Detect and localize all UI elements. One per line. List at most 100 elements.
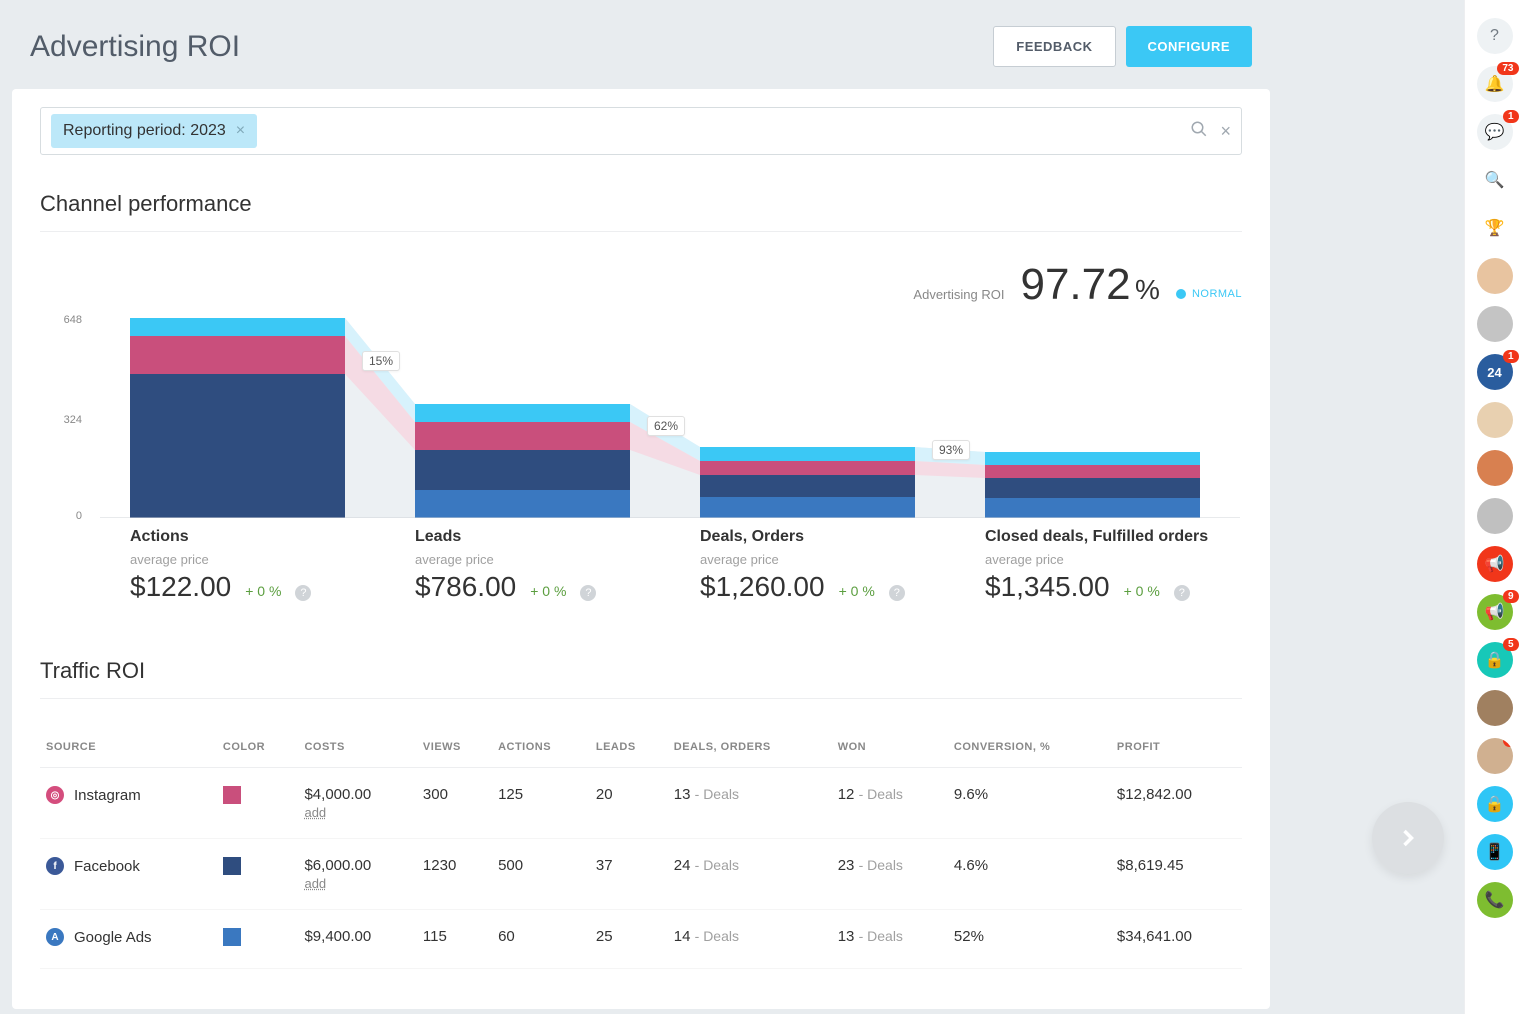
roi-summary: Advertising ROI 97.72 % NORMAL [40, 260, 1242, 310]
source-cell: ◎ Instagram [46, 786, 211, 804]
views-value: 115 [417, 910, 492, 969]
filter-chip-remove-icon[interactable]: × [236, 122, 245, 140]
won-value: 12 [838, 786, 855, 803]
add-cost-link[interactable]: add [304, 876, 410, 891]
table-header: LEADS [590, 727, 668, 768]
table-row[interactable]: A Google Ads $9,400.00 115 60 25 14 - De… [40, 910, 1242, 969]
filter-bar[interactable]: Reporting period: 2023 × × [40, 107, 1242, 155]
roi-value: 97.72 [1020, 260, 1130, 309]
help-icon[interactable]: ? [1174, 585, 1190, 601]
deals-suffix: - Deals [859, 857, 903, 873]
conversion-value: 52% [948, 910, 1111, 969]
help-icon[interactable]: ? [295, 585, 311, 601]
stage-price: $1,260.00 [700, 571, 825, 603]
help-icon[interactable]: ? [580, 585, 596, 601]
leads-value: 20 [590, 768, 668, 839]
stage-title: Closed deals, Fulfilled orders [985, 528, 1240, 546]
won-value: 23 [838, 857, 855, 874]
right-rail: ? 🔔73 💬1 🔍 🏆 241 📢 📢9 🔒5 1 🔒 📱 📞 [1464, 0, 1524, 1014]
source-cell: A Google Ads [46, 928, 211, 946]
rail-badge: 1 [1503, 738, 1513, 747]
deals-suffix: - Deals [859, 928, 903, 944]
table-header: VIEWS [417, 727, 492, 768]
table-header: ACTIONS [492, 727, 590, 768]
avatar-6[interactable] [1477, 690, 1513, 726]
funnel-transition-badge: 15% [362, 351, 400, 371]
mobile-icon[interactable]: 📱 [1477, 834, 1513, 870]
profit-value: $8,619.45 [1111, 839, 1242, 910]
stage-change: + 0 % [530, 583, 566, 599]
roi-status-dot-icon [1176, 289, 1186, 299]
filter-chip-period[interactable]: Reporting period: 2023 × [51, 114, 257, 148]
views-value: 1230 [417, 839, 492, 910]
table-header: COSTS [298, 727, 416, 768]
chat-icon[interactable]: 💬1 [1477, 114, 1513, 150]
clear-filter-icon[interactable]: × [1220, 121, 1231, 142]
table-header: DEALS, ORDERS [668, 727, 832, 768]
roi-label: Advertising ROI [913, 287, 1004, 302]
page-header: Advertising ROI FEEDBACK CONFIGURE [8, 8, 1274, 89]
avatar-1[interactable] [1477, 258, 1513, 294]
conversion-value: 4.6% [948, 839, 1111, 910]
stage-subtitle: average price [985, 552, 1240, 567]
rail-badge: 9 [1503, 590, 1519, 603]
stage-change: + 0 % [245, 583, 281, 599]
avatar-3[interactable] [1477, 402, 1513, 438]
stage-subtitle: average price [415, 552, 670, 567]
deals-suffix: - Deals [695, 857, 739, 873]
ytick-mid: 324 [64, 414, 82, 426]
funnel-stage-column: Leads average price $786.00 + 0 % ? [385, 528, 670, 603]
deals-suffix: - Deals [695, 928, 739, 944]
stage-subtitle: average price [130, 552, 385, 567]
search-icon[interactable]: 🔍 [1477, 162, 1513, 198]
help-icon[interactable]: ? [1477, 18, 1513, 54]
megaphone-1-icon[interactable]: 📢 [1477, 546, 1513, 582]
lock-2-icon[interactable]: 🔒 [1477, 786, 1513, 822]
phone-icon[interactable]: 📞 [1477, 882, 1513, 918]
source-cell: f Facebook [46, 857, 211, 875]
conversion-value: 9.6% [948, 768, 1111, 839]
bell-icon[interactable]: 🔔73 [1477, 66, 1513, 102]
avatar-2[interactable] [1477, 306, 1513, 342]
deals-value: 14 [674, 928, 691, 945]
actions-value: 125 [492, 768, 590, 839]
add-cost-link[interactable]: add [304, 805, 410, 820]
views-value: 300 [417, 768, 492, 839]
source-name: Google Ads [74, 929, 152, 946]
badge-24[interactable]: 241 [1477, 354, 1513, 390]
roi-status: NORMAL [1176, 288, 1242, 300]
table-row[interactable]: ◎ Instagram $4,000.00add 300 125 20 13 -… [40, 768, 1242, 839]
help-icon[interactable]: ? [889, 585, 905, 601]
page-title: Advertising ROI [30, 30, 240, 64]
table-row[interactable]: f Facebook $6,000.00add 1230 500 37 24 -… [40, 839, 1242, 910]
stage-change: + 0 % [1124, 583, 1160, 599]
rail-badge: 5 [1503, 638, 1519, 651]
deals-suffix: - Deals [859, 786, 903, 802]
table-header: COLOR [217, 727, 299, 768]
configure-button[interactable]: CONFIGURE [1126, 26, 1253, 67]
profit-value: $34,641.00 [1111, 910, 1242, 969]
actions-value: 60 [492, 910, 590, 969]
rail-badge: 73 [1497, 62, 1518, 75]
next-fab[interactable] [1372, 802, 1444, 874]
megaphone-2-icon[interactable]: 📢9 [1477, 594, 1513, 630]
funnel-stage-column: Actions average price $122.00 + 0 % ? [100, 528, 385, 603]
costs-value: $9,400.00 [304, 928, 371, 945]
feedback-button[interactable]: FEEDBACK [993, 26, 1115, 67]
trophy-icon[interactable]: 🏆 [1477, 210, 1513, 246]
table-header: WON [832, 727, 948, 768]
won-value: 13 [838, 928, 855, 945]
search-icon[interactable] [1190, 120, 1208, 143]
funnel-stage-column: Closed deals, Fulfilled orders average p… [955, 528, 1240, 603]
costs-value: $4,000.00 [304, 786, 371, 803]
stage-change: + 0 % [839, 583, 875, 599]
section-title-channel: Channel performance [40, 191, 1242, 232]
lock-1-icon[interactable]: 🔒5 [1477, 642, 1513, 678]
table-header: PROFIT [1111, 727, 1242, 768]
avatar-7[interactable]: 1 [1477, 738, 1513, 774]
stage-price: $1,345.00 [985, 571, 1110, 603]
avatar-4[interactable] [1477, 450, 1513, 486]
avatar-5[interactable] [1477, 498, 1513, 534]
filter-chip-label: Reporting period: 2023 [63, 122, 226, 140]
rail-badge: 1 [1503, 110, 1519, 123]
